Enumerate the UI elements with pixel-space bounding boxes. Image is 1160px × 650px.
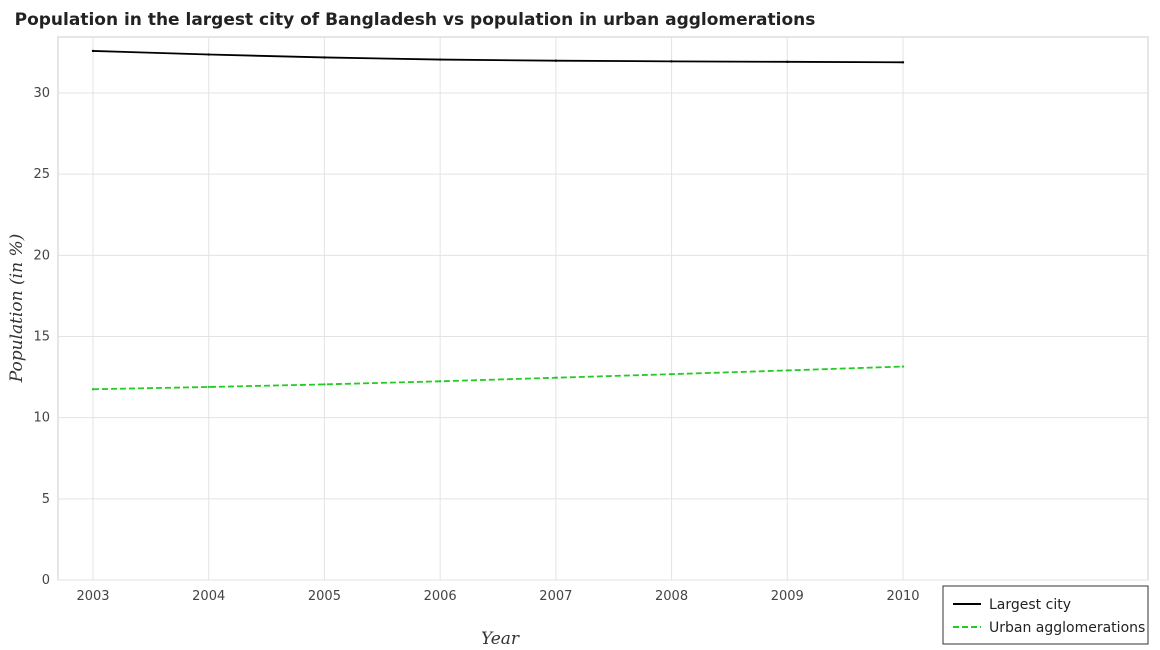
y-tick-label: 20 [33,248,50,263]
legend-label-urban-agglomerations: Urban agglomerations [989,620,1145,636]
data-point [207,53,210,56]
data-point [554,59,558,62]
legend: Largest city Urban agglomerations [942,585,1149,645]
x-tick-label: 2006 [424,589,457,604]
y-tick-label: 10 [33,411,50,426]
x-tick-label: 2009 [771,589,804,604]
data-point [323,56,326,59]
series-line-largest-city [92,50,904,64]
legend-box [942,585,1149,645]
chart-title: Population in the largest city of Bangla… [15,10,816,30]
grid-lines [58,37,1148,581]
x-tick-label: 2010 [886,589,919,604]
y-tick-label: 5 [42,492,50,507]
series-line-urban-agglomerations [92,365,904,391]
data-point [207,385,210,389]
plot-area [57,36,1149,581]
x-axis-label: Year [481,629,520,649]
x-tick-label: 2004 [192,589,225,604]
y-axis-label: Population (in %) [7,234,27,383]
y-axis-ticks: 0 5 10 15 20 25 30 [33,86,50,588]
x-tick-label: 2003 [76,589,109,604]
x-tick-label: 2007 [539,589,572,604]
x-tick-label: 2005 [308,589,341,604]
data-point [91,388,95,391]
data-point [670,372,673,376]
y-tick-label: 15 [33,330,50,345]
data-point [323,383,326,386]
data-point [438,58,442,61]
data-point [901,365,905,368]
series-layer [91,49,905,391]
y-tick-label: 0 [42,573,50,588]
data-point [91,49,95,53]
data-point [786,369,789,372]
data-point [786,60,789,64]
data-point [901,61,905,64]
data-point [670,60,673,63]
x-tick-label: 2008 [655,589,688,604]
y-tick-label: 30 [33,86,50,101]
data-point [554,376,558,379]
legend-label-largest-city: Largest city [989,597,1071,613]
data-point [438,380,442,383]
y-tick-label: 25 [33,167,50,182]
x-axis-ticks: 2003 2004 2005 2006 2007 2008 2009 2010 [76,589,919,604]
